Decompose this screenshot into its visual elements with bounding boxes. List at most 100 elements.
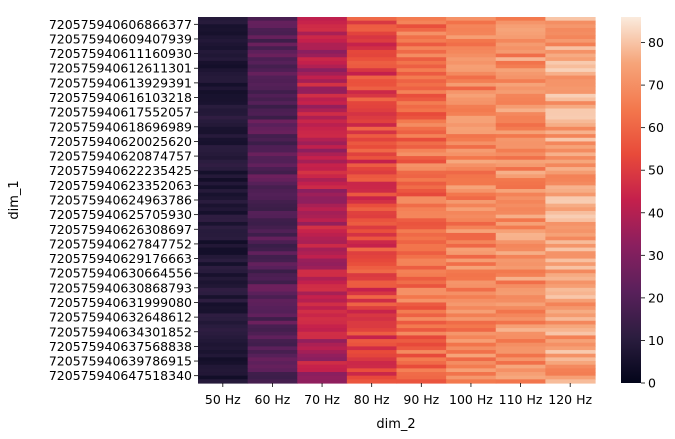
- heatmap-cell: [346, 71, 398, 77]
- heatmap-cell: [297, 350, 348, 355]
- y-tick-label: 720575940620874757: [49, 149, 192, 164]
- heatmap-cell: [297, 320, 348, 326]
- heatmap-cell: [346, 178, 398, 183]
- heatmap-cell: [297, 247, 348, 252]
- heatmap-cell: [495, 152, 546, 157]
- colorbar-tick-label: 60: [648, 120, 664, 135]
- heatmap-cell: [446, 130, 497, 135]
- heatmap-cell: [495, 46, 546, 51]
- heatmap-cell: [247, 291, 298, 296]
- heatmap-cell: [346, 269, 398, 274]
- heatmap-cell: [545, 243, 596, 249]
- heatmap-cell: [247, 38, 298, 44]
- heatmap-cell: [198, 185, 249, 190]
- heatmap-cell: [346, 31, 398, 36]
- heatmap-cell: [198, 159, 249, 164]
- heatmap-cell: [396, 364, 447, 369]
- heatmap-cell: [297, 361, 348, 366]
- heatmap-cell: [545, 364, 596, 369]
- colorbar: [621, 17, 641, 383]
- heatmap-cell: [297, 192, 348, 197]
- heatmap-cell: [247, 218, 298, 223]
- heatmap-cell: [396, 375, 447, 380]
- heatmap-cell: [446, 17, 497, 22]
- heatmap-cell: [247, 269, 298, 274]
- heatmap-cell: [247, 152, 298, 157]
- heatmap-cell: [396, 368, 447, 373]
- heatmap-cell: [346, 306, 398, 311]
- heatmap-cell: [346, 167, 398, 172]
- heatmap-cell: [495, 306, 546, 311]
- heatmap-cell: [446, 361, 497, 366]
- heatmap-cell: [297, 331, 348, 337]
- heatmap-cell: [545, 247, 596, 252]
- heatmap-cell: [545, 156, 596, 161]
- heatmap-cell: [297, 53, 348, 58]
- heatmap-cell: [495, 27, 546, 33]
- heatmap-cell: [297, 368, 348, 373]
- heatmap-cell: [495, 115, 546, 121]
- heatmap-cell: [446, 167, 497, 172]
- heatmap-cell: [198, 353, 249, 358]
- x-tick-label: 90 Hz: [403, 392, 439, 407]
- y-tick-label: 720575940620025620: [49, 134, 192, 149]
- heatmap-cell: [346, 64, 398, 69]
- heatmap-cell: [247, 339, 298, 344]
- heatmap-cell: [247, 35, 298, 40]
- heatmap-cell: [446, 145, 497, 150]
- heatmap-cell: [545, 38, 596, 44]
- heatmap-cell: [495, 302, 546, 307]
- heatmap-cell: [198, 265, 249, 271]
- x-tick-label: 60 Hz: [255, 392, 291, 407]
- heatmap-cell: [396, 192, 447, 197]
- heatmap-cell: [396, 152, 447, 157]
- heatmap-cell: [297, 152, 348, 157]
- heatmap-cell: [545, 119, 596, 124]
- y-tick-label: 720575940626308697: [49, 222, 192, 237]
- heatmap-cell: [495, 214, 546, 219]
- heatmap-cell: [446, 104, 497, 110]
- heatmap-cell: [446, 247, 497, 252]
- heatmap-cell: [396, 240, 447, 245]
- heatmap-cell: [545, 372, 596, 377]
- heatmap-cell: [545, 302, 596, 307]
- heatmap-cell: [297, 178, 348, 183]
- heatmap-cell: [297, 302, 348, 307]
- heatmap-cell: [446, 123, 497, 128]
- y-tick-label: 720575940623352063: [49, 178, 192, 193]
- heatmap-cell: [247, 350, 298, 355]
- heatmap-cell: [297, 225, 348, 230]
- heatmap-cell: [247, 20, 298, 25]
- heatmap-cell: [446, 218, 497, 223]
- heatmap-cell: [346, 273, 398, 278]
- heatmap-cell: [247, 115, 298, 121]
- heatmap-cell: [297, 71, 348, 77]
- heatmap-cell: [545, 159, 596, 164]
- heatmap-cell: [346, 126, 398, 132]
- heatmap-cell: [396, 119, 447, 124]
- heatmap-cell: [198, 82, 249, 88]
- heatmap-cell: [297, 112, 348, 117]
- heatmap-cell: [346, 221, 398, 227]
- heatmap-cell: [297, 90, 348, 95]
- heatmap-cell: [396, 42, 447, 47]
- heatmap-cell: [495, 258, 546, 263]
- heatmap-cell: [346, 284, 398, 289]
- heatmap-cell: [446, 346, 497, 351]
- heatmap-cell: [545, 361, 596, 366]
- heatmap-cell: [346, 379, 398, 384]
- heatmap-cell: [446, 38, 497, 44]
- heatmap-cell: [198, 71, 249, 77]
- heatmap-cell: [198, 60, 249, 66]
- heatmap-cell: [446, 126, 497, 132]
- heatmap-cell: [396, 302, 447, 307]
- heatmap-cell: [198, 108, 249, 113]
- heatmap-cell: [396, 262, 447, 267]
- heatmap-cell: [346, 324, 398, 329]
- heatmap-cell: [297, 42, 348, 47]
- heatmap-cell: [446, 210, 497, 216]
- heatmap-cell: [396, 342, 447, 347]
- heatmap-cell: [495, 38, 546, 44]
- heatmap-cell: [297, 269, 348, 274]
- heatmap-cell: [198, 42, 249, 47]
